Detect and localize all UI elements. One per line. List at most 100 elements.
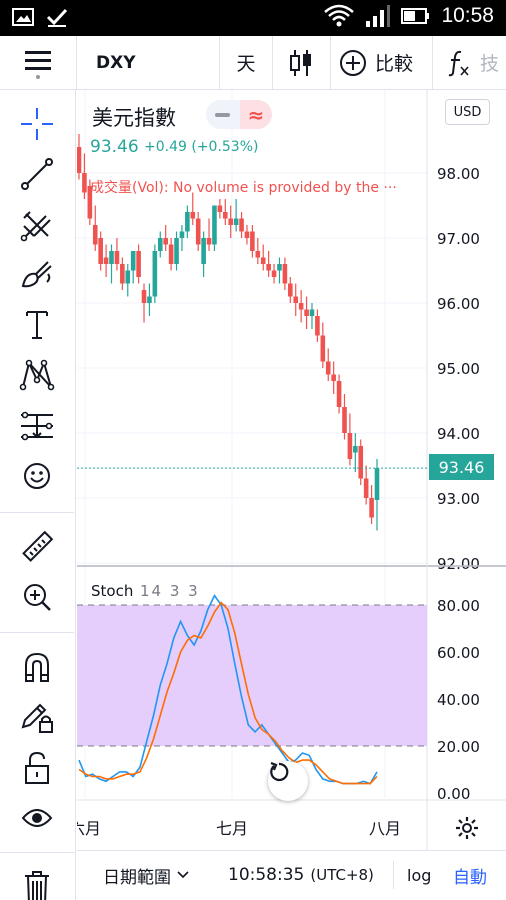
candle-body <box>271 270 277 277</box>
legend-toggle[interactable]: ≈ <box>206 100 272 129</box>
time-axis-label: 七月 <box>216 819 248 838</box>
candle-body <box>293 296 299 303</box>
pattern-icon <box>19 359 55 391</box>
brush-icon <box>21 261 52 288</box>
interval-button[interactable]: 天 <box>220 36 272 89</box>
clock-timezone: (UTC+8) <box>310 866 374 884</box>
candle-body <box>206 238 212 245</box>
candle-body <box>374 468 380 500</box>
drawing-toolbar <box>0 90 76 900</box>
candle-body <box>369 498 374 518</box>
candle-body <box>87 186 93 219</box>
lock-drawings-tool[interactable] <box>13 695 61 739</box>
stoch-tick-label: 80.00 <box>437 597 480 615</box>
prediction-icon <box>21 411 53 441</box>
stoch-band <box>77 605 427 746</box>
stoch-series-line <box>78 601 378 785</box>
indicators-label: 技 <box>480 53 500 75</box>
emoji-icon <box>24 463 50 489</box>
candle-body <box>201 238 206 264</box>
candle-body <box>130 251 136 271</box>
trend-line-icon <box>21 158 53 190</box>
price-tick-label: 96.00 <box>437 295 480 313</box>
crosshair-tool[interactable] <box>13 102 61 146</box>
menu-button[interactable] <box>0 36 76 89</box>
currency-button[interactable]: USD <box>445 99 490 125</box>
brush-tool[interactable] <box>13 253 61 297</box>
pitchfork-tool[interactable] <box>13 203 61 247</box>
candle-body <box>358 446 364 479</box>
candle-body <box>320 335 326 362</box>
candle-body <box>163 238 168 245</box>
candle-body <box>315 316 320 336</box>
clock-button[interactable]: 10:58:35 (UTC+8) <box>228 851 374 899</box>
measure-tool[interactable] <box>13 525 61 569</box>
candle-body <box>109 251 114 264</box>
status-bar: 10:58 <box>0 0 506 36</box>
ruler-icon <box>22 530 54 562</box>
candle-body <box>347 433 353 459</box>
menu-icon <box>25 50 51 79</box>
candle-body <box>147 296 152 303</box>
visibility-tool[interactable] <box>13 796 61 840</box>
pattern-tool[interactable] <box>13 353 61 397</box>
unlock-tool[interactable] <box>13 746 61 790</box>
candle-body <box>168 244 174 264</box>
stoch-tick-label: 20.00 <box>437 738 480 756</box>
candle-body <box>353 446 358 453</box>
candle-body <box>185 212 190 232</box>
magnet-tool[interactable] <box>13 645 61 689</box>
time-axis-label: 八月 <box>369 819 401 838</box>
candle-body <box>125 270 131 284</box>
log-scale-button[interactable]: log <box>407 851 431 899</box>
candle-body <box>282 264 288 284</box>
candle-body <box>239 218 244 232</box>
eye-icon <box>21 809 53 827</box>
auto-scale-button[interactable]: 自動 <box>453 851 487 899</box>
legend-change: +0.49 (+0.53%) <box>144 139 259 155</box>
time-axis-label: 六月 <box>77 819 101 838</box>
candle-body <box>244 231 250 238</box>
chart-area[interactable]: 98.00 97.00 96.00 95.00 94.00 93.00 92.00 80.00… <box>77 90 506 850</box>
auto-label: 自動 <box>453 867 487 888</box>
remove-drawings-tool[interactable] <box>13 865 61 900</box>
stoch-params: 14 3 3 <box>140 582 200 600</box>
trend-line-tool[interactable] <box>13 152 61 196</box>
compare-label: 比較 <box>375 53 414 75</box>
candle-body <box>141 290 147 303</box>
candle-body <box>260 257 266 264</box>
stoch-label: Stoch <box>91 582 134 600</box>
prediction-tool[interactable] <box>13 404 61 448</box>
candle-body <box>152 251 158 297</box>
price-chart[interactable]: 98.00 97.00 96.00 95.00 94.00 93.00 92.00 80.00… <box>77 90 506 850</box>
candle-body <box>298 303 304 310</box>
indicators-button[interactable]: 技 <box>448 36 499 89</box>
reset-chart-button[interactable] <box>268 761 308 801</box>
candle-body <box>331 374 336 381</box>
function-icon <box>448 50 469 76</box>
candle-body <box>136 251 141 277</box>
candle-body <box>304 309 309 316</box>
legend-price: 93.46 <box>90 137 139 157</box>
candle-body <box>195 218 201 245</box>
date-range-button[interactable]: 日期範圍 <box>103 851 189 899</box>
emoji-tool[interactable] <box>13 454 61 498</box>
candle-body <box>120 264 125 284</box>
price-tick-label: 92.00 <box>437 555 480 573</box>
candle-body <box>179 231 185 238</box>
last-price-tag: 93.46 <box>429 454 494 480</box>
settings-icon[interactable] <box>455 816 479 840</box>
candle-body <box>233 218 239 225</box>
symbol-button[interactable]: DXY <box>96 36 136 89</box>
volume-note: 成交量(Vol): No volume is provided by the ·… <box>90 180 397 196</box>
candle-body <box>255 251 261 258</box>
zoom-in-tool[interactable] <box>13 575 61 619</box>
chart-type-button[interactable] <box>273 36 329 89</box>
fib-pitchfork-icon <box>20 211 51 242</box>
text-tool[interactable] <box>13 303 61 347</box>
compare-button[interactable]: 比較 <box>339 36 413 89</box>
price-tick-label: 98.00 <box>437 165 480 183</box>
candle-body <box>250 231 255 251</box>
stoch-tick-label: 60.00 <box>437 644 480 662</box>
signal-icon <box>366 5 391 27</box>
